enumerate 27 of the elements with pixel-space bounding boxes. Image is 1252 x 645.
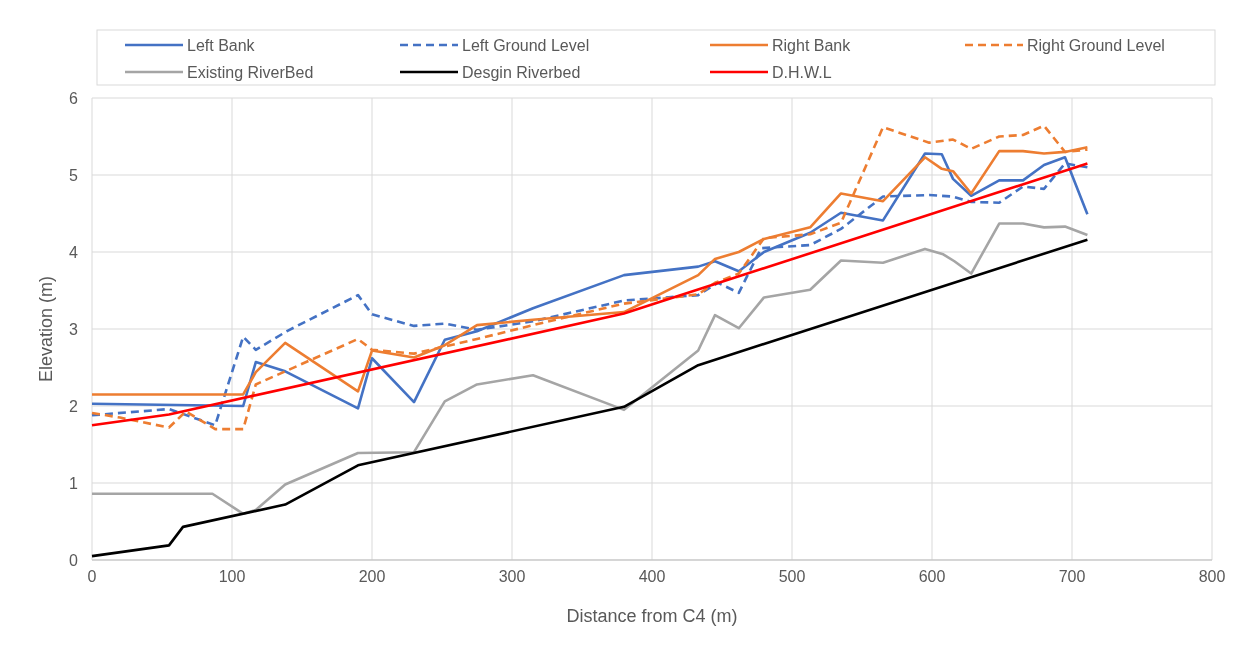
y-tick-label: 6 [69,90,79,107]
y-tick-label: 1 [69,475,79,492]
y-tick-label: 5 [69,167,79,184]
y-tick-label: 3 [69,321,79,338]
x-tick-label: 800 [1198,568,1226,585]
x-tick-label: 500 [778,568,806,585]
legend-label: Desgin Riverbed [462,64,581,81]
legend-label: Right Bank [772,37,852,54]
legend-label: Existing RiverBed [187,64,314,81]
line-series [90,222,1089,516]
x-tick-label: 700 [1058,568,1086,585]
x-axis-title: Distance from C4 (m) [566,606,738,626]
legend-label: Left Bank [187,37,256,54]
y-tick-label: 0 [69,552,79,569]
y-axis-title: Elevation (m) [36,275,56,383]
legend-label: Right Ground Level [1027,37,1165,54]
y-tick-label: 4 [69,244,79,261]
x-tick-label: 600 [918,568,946,585]
x-tick-label: 200 [358,568,386,585]
x-tick-label: 300 [498,568,526,585]
legend-label: D.H.W.L [772,64,832,81]
y-tick-label: 2 [69,398,79,415]
line-series [90,238,1089,558]
legend-label: Left Ground Level [462,37,590,54]
x-tick-label: 400 [638,568,666,585]
x-tick-label: 100 [218,568,246,585]
x-tick-label: 0 [87,568,97,585]
